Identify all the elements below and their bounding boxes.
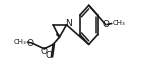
Text: O: O [27, 39, 34, 48]
Text: O: O [45, 51, 52, 60]
Text: CH₃: CH₃ [113, 20, 126, 26]
Text: O: O [40, 47, 47, 56]
Text: N: N [65, 19, 72, 28]
Text: O: O [103, 20, 110, 29]
Text: CH₃: CH₃ [13, 39, 26, 45]
